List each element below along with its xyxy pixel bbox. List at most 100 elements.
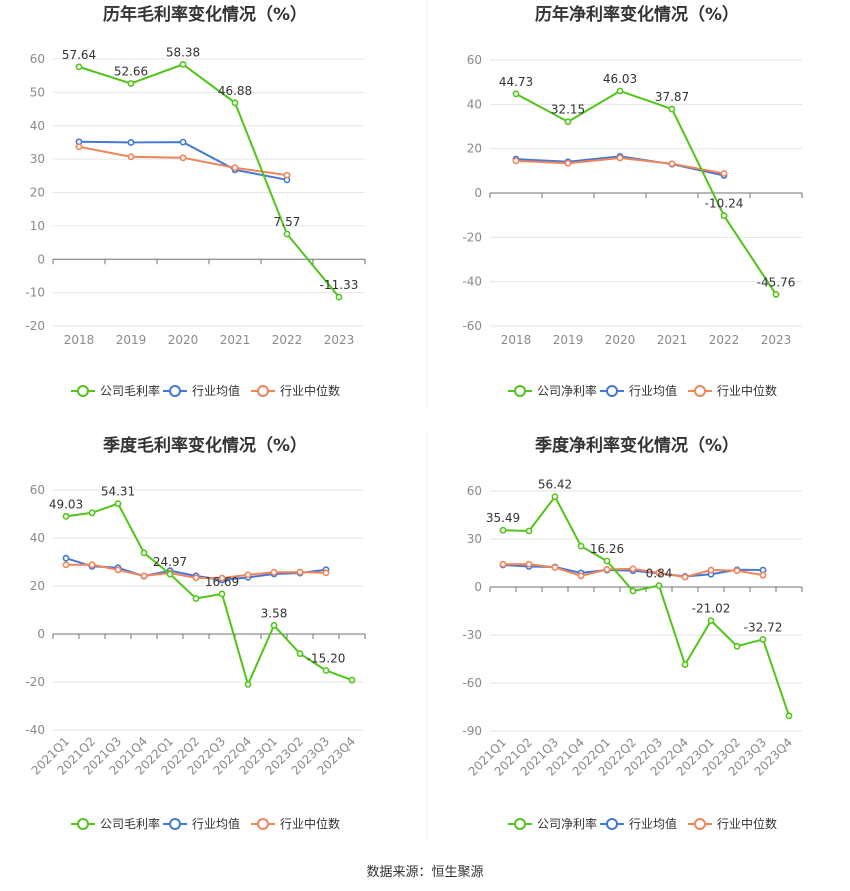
data-point	[499, 526, 507, 534]
data-label: 0.84	[646, 567, 673, 581]
data-point	[322, 667, 330, 674]
data-point	[62, 554, 70, 562]
chart-1: 历年毛利率变化情况（%） 60 50 40 30 20 10 0 -10 -20 2018 2019 2…	[25, 4, 366, 398]
data-point	[785, 712, 793, 720]
legend-swatch-marker	[694, 818, 706, 830]
data-point	[348, 676, 356, 684]
data-point	[681, 573, 689, 581]
legend-swatch-marker	[606, 818, 618, 830]
data-point	[564, 159, 572, 167]
y-tick-label: 20	[30, 186, 45, 200]
data-point	[616, 154, 624, 162]
y-tick-label: -60	[462, 319, 482, 333]
data-label: 32.15	[551, 103, 585, 117]
y-tick-label: 50	[30, 85, 45, 99]
legend-swatch-marker	[257, 818, 269, 830]
y-tick-label: -40	[462, 275, 482, 289]
data-point	[244, 681, 252, 688]
data-point	[603, 557, 611, 565]
data-point	[166, 570, 174, 578]
legend-swatch-marker	[169, 818, 181, 830]
series-line	[515, 89, 777, 295]
y-tick-label: -60	[462, 676, 482, 690]
y-tick-label: 40	[467, 97, 482, 111]
data-point	[127, 153, 135, 161]
x-tick-label: 2023	[761, 333, 792, 347]
data-point	[88, 509, 96, 517]
y-tick-label: -20	[25, 319, 45, 333]
data-point	[231, 99, 239, 107]
data-point	[244, 571, 252, 579]
data-point	[759, 571, 767, 579]
data-point	[499, 560, 507, 568]
legend-label: 行业中位数	[717, 383, 777, 398]
data-label: 46.88	[218, 84, 252, 98]
data-point	[668, 105, 676, 113]
data-point	[75, 63, 83, 71]
data-label: 46.03	[603, 72, 637, 86]
legend-label: 行业均值	[192, 816, 240, 831]
data-point	[114, 500, 122, 508]
data-label: 56.42	[538, 478, 572, 492]
legend-swatch-marker	[77, 385, 89, 397]
data-point	[218, 574, 226, 582]
data-point	[283, 171, 291, 179]
data-point	[720, 170, 728, 177]
data-point	[231, 164, 239, 172]
y-tick-label: 10	[30, 219, 45, 233]
y-tick-label: 60	[30, 52, 45, 66]
y-tick-label: 0	[474, 186, 482, 200]
legend-swatch-marker	[169, 385, 181, 397]
data-label: -15.20	[307, 651, 346, 665]
chart-title: 季度毛利率变化情况（%）	[103, 435, 307, 456]
y-tick-label: 0	[37, 252, 45, 266]
y-tick-label: 40	[30, 531, 45, 545]
legend-label: 行业均值	[192, 383, 240, 398]
data-point	[270, 568, 278, 576]
x-tick-label: 2020	[168, 333, 199, 347]
data-label: 7.57	[274, 215, 301, 229]
y-tick-label: 0	[474, 580, 482, 594]
data-label: 44.73	[499, 75, 533, 89]
legend-swatch-marker	[514, 385, 526, 397]
data-label: -21.02	[692, 602, 731, 616]
data-point	[759, 635, 767, 643]
legend-label: 行业中位数	[717, 816, 777, 831]
data-point	[179, 154, 187, 162]
data-label: 24.97	[153, 555, 187, 569]
data-point	[577, 572, 585, 580]
series-line	[65, 502, 353, 688]
data-point	[192, 595, 200, 602]
data-point	[525, 560, 533, 568]
data-point	[179, 61, 187, 68]
y-tick-label: 20	[30, 579, 45, 593]
y-tick-label: 20	[467, 142, 482, 156]
chart-title: 历年净利率变化情况（%）	[535, 4, 739, 25]
data-point	[525, 527, 533, 535]
data-point	[62, 561, 70, 569]
y-tick-label: 0	[37, 627, 45, 641]
charts-group: 历年毛利率变化情况（%） 60 50 40 30 20 10 0 -10 -20 2018 2019 2…	[25, 4, 803, 831]
x-tick-label: 2018	[501, 333, 532, 347]
legend-label: 行业中位数	[280, 816, 340, 831]
data-point	[707, 617, 715, 625]
x-tick-label: 2020	[605, 333, 636, 347]
data-label: 3.58	[261, 606, 288, 620]
data-point	[629, 565, 637, 573]
y-tick-label: -90	[462, 724, 482, 738]
y-tick-label: -30	[462, 628, 482, 642]
data-point	[283, 230, 291, 238]
data-point	[335, 293, 343, 301]
data-point	[551, 564, 559, 571]
x-tick-label: 2021	[220, 333, 251, 347]
y-tick-label: 60	[30, 483, 45, 497]
legend-label: 行业中位数	[280, 383, 340, 398]
data-point	[179, 138, 187, 146]
data-label: 16.69	[205, 575, 239, 589]
data-point	[296, 568, 304, 576]
chart-4: 季度净利率变化情况（%）60300-30-60-902021Q12021Q220…	[462, 435, 803, 831]
data-point	[192, 574, 200, 582]
data-label: 57.64	[62, 48, 96, 62]
series-line	[78, 63, 340, 298]
